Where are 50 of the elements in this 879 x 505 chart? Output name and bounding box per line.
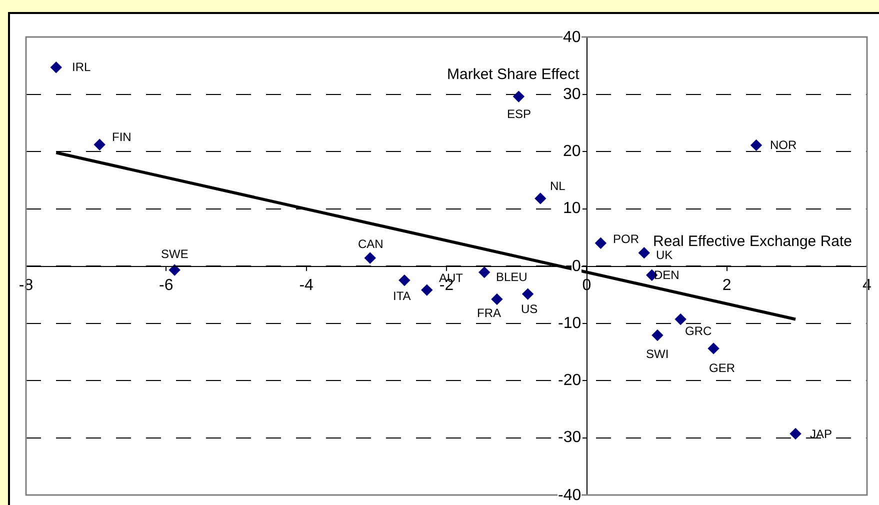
y-axis-title: Market Share Effect <box>447 66 580 83</box>
point <box>750 139 762 152</box>
point <box>50 61 62 74</box>
y-tick-label: -10 <box>558 315 582 332</box>
annotation: ESP <box>507 107 532 121</box>
y-tick-label: 20 <box>563 143 581 160</box>
point <box>522 288 534 300</box>
point <box>534 192 546 204</box>
annotation: GRC <box>685 324 712 338</box>
annotation: FRA <box>477 306 501 320</box>
annotation: NL <box>550 179 566 193</box>
x-tick-label: 2 <box>722 277 732 294</box>
y-tick-label: -40 <box>558 487 582 504</box>
x-axis-title: Real Effective Exchange Rate <box>653 233 852 250</box>
annotation: US <box>521 302 538 316</box>
x-tick-label: -4 <box>299 277 314 294</box>
point <box>421 284 433 296</box>
y-tick-label: 30 <box>563 86 581 103</box>
point <box>491 293 503 306</box>
annotation: SWI <box>646 347 669 361</box>
annotation: ITA <box>393 289 411 303</box>
y-tick-label: 0 <box>572 258 581 275</box>
annotation: FIN <box>112 130 132 144</box>
annotation: BLEU <box>496 270 528 284</box>
point <box>94 138 106 150</box>
y-tick-label: -20 <box>558 372 582 389</box>
annotation: UK <box>656 248 673 262</box>
y-tick-label: -30 <box>558 429 582 446</box>
point <box>674 313 686 326</box>
point <box>168 264 180 276</box>
point <box>478 266 490 278</box>
annotation: IRL <box>72 60 91 74</box>
point <box>364 252 376 264</box>
point <box>652 329 664 342</box>
y-tick-label: 10 <box>563 200 581 217</box>
point <box>708 342 720 354</box>
point <box>790 428 802 440</box>
annotation: CAN <box>358 237 384 251</box>
x-tick-label: -6 <box>159 277 174 294</box>
point <box>638 246 650 259</box>
annotation: GER <box>709 361 736 375</box>
y-tick-label: 40 <box>563 29 581 46</box>
point <box>398 274 410 286</box>
annotation: POR <box>613 232 640 246</box>
annotation: DEN <box>654 268 680 282</box>
point <box>512 90 525 102</box>
annotation: SWE <box>161 247 188 261</box>
annotation: NOR <box>770 138 797 152</box>
point <box>594 237 607 249</box>
annotation: JAP <box>810 427 832 441</box>
